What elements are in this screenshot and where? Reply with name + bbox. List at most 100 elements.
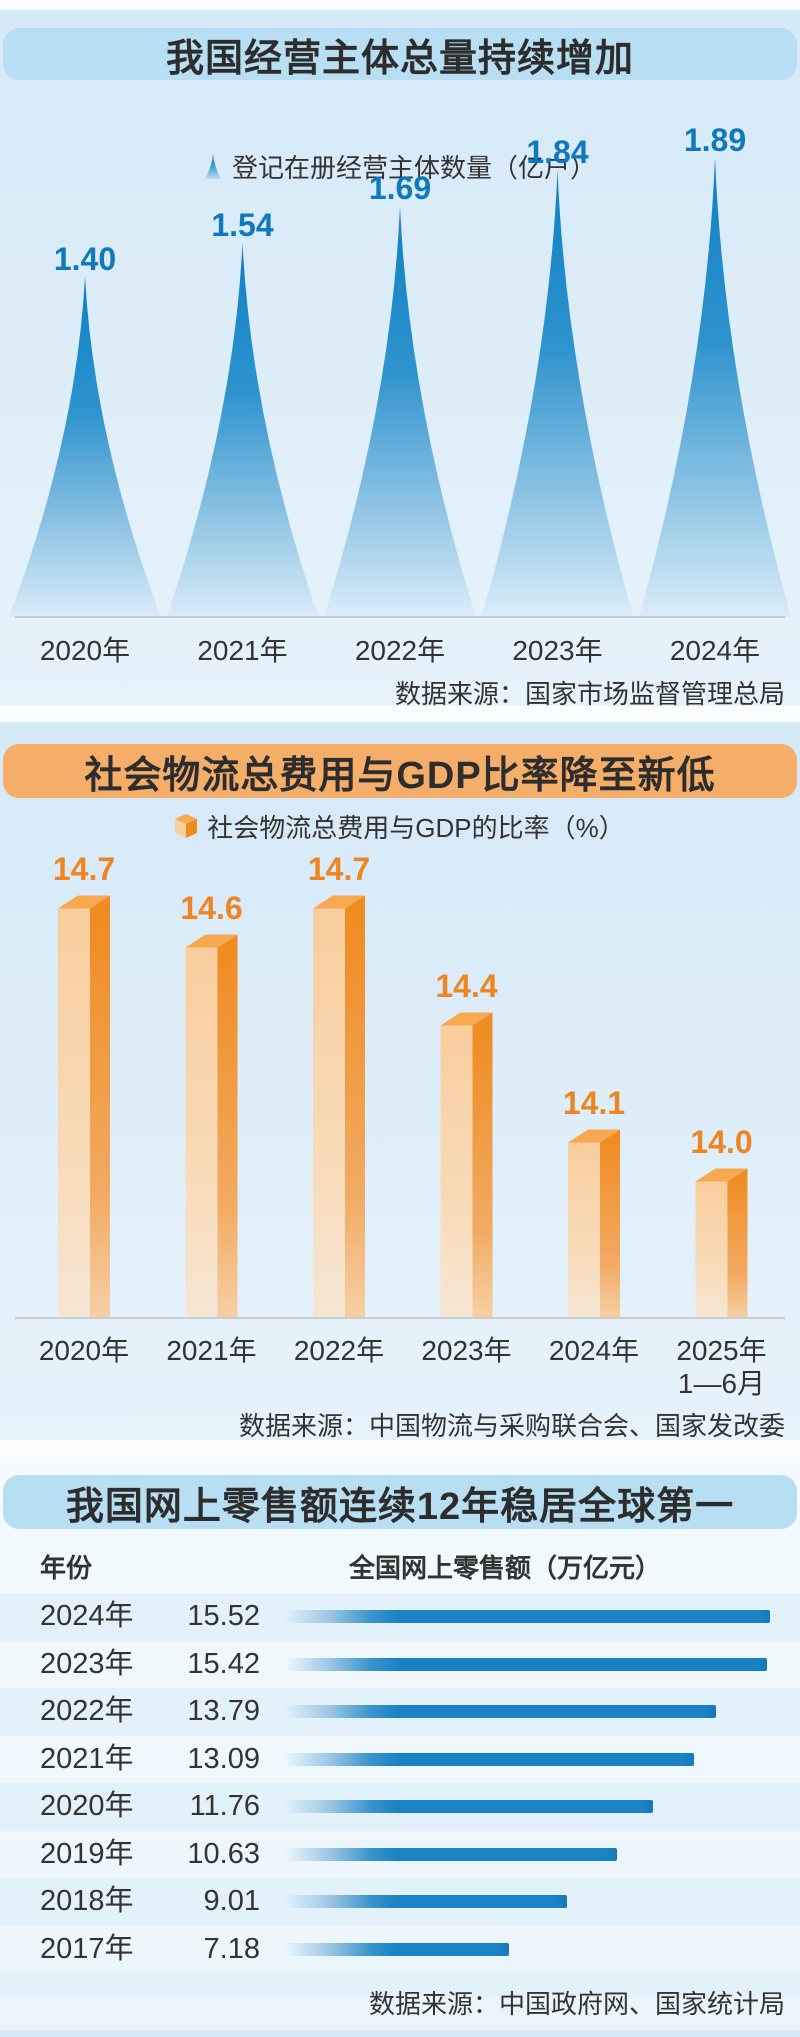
row-value-cell: 13.79: [187, 1695, 260, 1727]
bar-side-face: [727, 1168, 748, 1318]
row-year-cell: 2022年: [40, 1695, 134, 1727]
peak-value-label: 1.84: [526, 133, 589, 170]
bar-side-face: [345, 895, 365, 1318]
bar-top-face: [568, 1129, 620, 1143]
x-axis-line: [15, 616, 785, 618]
source-business-entities: 数据来源：国家市场监督管理总局: [394, 679, 785, 709]
row-year-cell: 2017年: [40, 1932, 134, 1965]
bar-value-label: 14.7: [52, 850, 116, 887]
bar-side-face: [90, 895, 110, 1318]
bar-value-label: 14.4: [435, 967, 498, 1004]
peak-value-label: 1.54: [211, 206, 274, 243]
peaks-plot: [9, 157, 791, 617]
legend-business-entities: 登记在册经营主体数量（亿户）: [0, 148, 800, 184]
row-year-cell: 2024年: [40, 1600, 134, 1632]
bar-value-label: 14.0: [690, 1123, 753, 1160]
bars-plot: [58, 895, 748, 1318]
row-bar: [285, 1610, 770, 1624]
source-online-retail: 数据来源：中国政府网、国家统计局: [368, 1989, 785, 2019]
row-value-cell: 13.09: [187, 1742, 260, 1775]
legend-text: 社会物流总费用与GDP的比率（%）: [207, 812, 625, 843]
panel-title-online-retail: 我国网上零售额连续12年稳居全球第一: [3, 1475, 797, 1529]
peak-shape: [166, 242, 319, 617]
row-year-cell: 2019年: [40, 1837, 134, 1870]
peak-value-label: 1.40: [53, 240, 117, 277]
bar-front-face: [568, 1142, 600, 1318]
bar-value-label: 14.1: [562, 1084, 626, 1121]
row-value-cell: 9.01: [203, 1885, 260, 1917]
peak-value-label: 1.69: [368, 170, 432, 207]
bar-value-label: 14.6: [180, 889, 243, 926]
table-row: 2024年 15.52: [0, 1593, 800, 1641]
row-bar: [285, 1657, 767, 1671]
row-value-cell: 7.18: [203, 1932, 260, 1965]
panel-title-text: 我国经营主体总量持续增加: [165, 37, 634, 80]
panel-title-text: 社会物流总费用与GDP比率降至新低: [84, 754, 716, 797]
x-tick-label: 2022年: [354, 635, 446, 666]
panel-logistics-ratio: 社会物流总费用与GDP比率降至新低 社会物流总费用与GDP的比率（%） 14.7…: [0, 722, 800, 1441]
x-tick-label: 2025年 1—6月: [676, 1335, 767, 1399]
x-axis-line: [15, 1317, 785, 1319]
bar-value-label: 14.7: [307, 850, 371, 887]
x-tick-label: 2024年: [548, 1335, 640, 1366]
bar-front-face: [58, 908, 90, 1318]
bottom-strip: [0, 2030, 800, 2037]
bar-front-face: [313, 908, 345, 1318]
cube-legend-icon: [175, 814, 198, 838]
bar-top-face: [695, 1168, 748, 1182]
panel-title-logistics: 社会物流总费用与GDP比率降至新低: [3, 744, 797, 798]
row-bar: [285, 1752, 694, 1766]
table-row: 2017年 7.18: [0, 1926, 800, 1974]
peak-shape: [9, 276, 161, 617]
bar-side-face: [217, 934, 238, 1318]
row-value-cell: 11.76: [189, 1790, 260, 1822]
row-year-cell: 2020年: [40, 1790, 134, 1822]
row-value-cell: 10.63: [187, 1837, 260, 1870]
panel-title-business-entities: 我国经营主体总量持续增加: [3, 28, 797, 80]
row-bar: [285, 1800, 653, 1814]
peak-legend-icon: [204, 154, 221, 179]
panel-title-text: 我国网上零售额连续12年稳居全球第一: [65, 1485, 735, 1528]
bar-front-face: [695, 1181, 728, 1318]
row-bar: [285, 1847, 617, 1861]
table-row: 2022年 13.79: [0, 1688, 800, 1736]
bar-front-face: [440, 1025, 473, 1318]
bar-side-face: [600, 1129, 620, 1318]
row-value-cell: 15.42: [187, 1647, 260, 1680]
peak-value-label: 1.89: [683, 121, 747, 158]
x-tick-label: 2023年: [512, 635, 603, 666]
table-row: 2019年 10.63: [0, 1831, 800, 1879]
table-header-value: 全国网上零售额（万亿元）: [348, 1553, 661, 1583]
row-year-cell: 2018年: [40, 1885, 134, 1917]
bar-top-face: [440, 1012, 493, 1026]
source-logistics: 数据来源：中国物流与采购联合会、国家发改委: [238, 1411, 785, 1441]
row-year-cell: 2023年: [40, 1647, 134, 1680]
bar-top-face: [185, 934, 238, 948]
x-tick-label: 2020年: [39, 635, 131, 666]
row-bar: [285, 1705, 716, 1719]
row-year-cell: 2021年: [40, 1742, 134, 1775]
x-tick-label: 2023年: [421, 1335, 512, 1366]
x-tick-label: 2022年: [293, 1335, 385, 1366]
table-header-year: 年份: [40, 1553, 93, 1583]
x-tick-label: 2021年: [166, 1335, 257, 1366]
row-bar: [285, 1942, 509, 1956]
x-tick-label: 2024年: [669, 635, 761, 666]
row-value-cell: 15.52: [187, 1600, 260, 1632]
x-tick-label: 2021年: [197, 635, 288, 666]
peak-shape: [324, 206, 476, 617]
table-row: 2021年 13.09: [0, 1736, 800, 1784]
row-bar: [285, 1895, 567, 1909]
bar-top-face: [313, 895, 365, 909]
bar-top-face: [58, 895, 110, 909]
peak-shape: [481, 169, 634, 617]
panel-business-entities: 我国经营主体总量持续增加 登记在册经营主体数量（亿户）: [0, 10, 800, 709]
legend-text: 登记在册经营主体数量（亿户）: [231, 152, 596, 183]
table-row: 2018年 9.01: [0, 1878, 800, 1926]
table-row: 2023年 15.42: [0, 1641, 800, 1689]
peak-shape: [639, 157, 791, 617]
bar-side-face: [472, 1012, 493, 1318]
panel-online-retail: 我国网上零售额连续12年稳居全球第一 年份 全国网上零售额（万亿元） 2024年…: [0, 1462, 800, 2030]
table-row: 2020年 11.76: [0, 1783, 800, 1831]
